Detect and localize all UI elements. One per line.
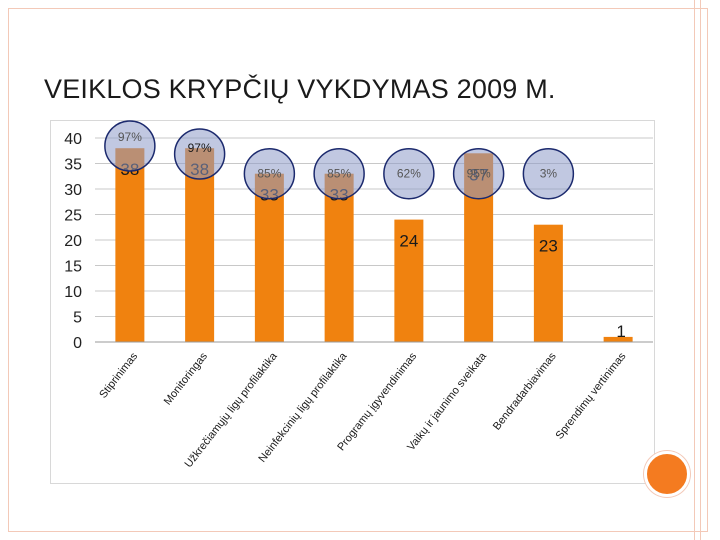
- y-tick-label: 5: [73, 310, 82, 327]
- x-category-label: Programų įgyvendinimas: [335, 350, 419, 453]
- y-tick-label: 20: [64, 233, 82, 250]
- percent-circle: [243, 147, 296, 200]
- percent-label: 85%: [327, 167, 351, 181]
- slide-border: [8, 8, 708, 532]
- percent-label: 62%: [397, 167, 421, 181]
- y-tick-label: 10: [64, 284, 82, 301]
- percent-label: 3%: [540, 167, 558, 181]
- x-category-label: Monitoringas: [162, 350, 211, 407]
- data-label: 1: [616, 322, 625, 341]
- x-category-label: Sprendimų vertinimas: [554, 350, 629, 442]
- x-category-label: Bendradarbiavimas: [491, 350, 559, 432]
- slide-title: VEIKLOS KRYPČIŲ VYKDYMAS 2009 M.: [44, 74, 556, 104]
- bar: [533, 224, 563, 342]
- decorative-rule: [694, 0, 695, 540]
- decorative-rule: [700, 0, 701, 540]
- y-tick-label: 0: [73, 335, 82, 352]
- bar: [254, 173, 284, 342]
- decorative-circle: [644, 451, 690, 497]
- y-tick-label: 30: [64, 182, 82, 199]
- percent-circle: [173, 128, 226, 180]
- percent-label: 97%: [118, 130, 142, 144]
- percent-label: 97%: [188, 141, 212, 155]
- bar: [603, 336, 633, 342]
- y-tick-label: 15: [64, 259, 82, 276]
- y-tick-label: 25: [64, 208, 82, 225]
- percent-circle: [104, 120, 156, 172]
- bar: [185, 148, 215, 342]
- y-tick-label: 35: [64, 157, 82, 174]
- data-label: 23: [539, 237, 558, 256]
- percent-circle: [313, 147, 365, 200]
- percent-label: 85%: [257, 167, 281, 181]
- percent-circle: [452, 147, 505, 200]
- percent-label: 95%: [467, 167, 491, 181]
- bar: [115, 148, 145, 342]
- x-category-label: Vaikų ir jaunimo sveikata: [405, 350, 489, 453]
- bar: [394, 219, 424, 342]
- data-label: 24: [399, 232, 418, 251]
- percent-circle: [383, 147, 435, 200]
- percent-circle: [522, 147, 575, 200]
- y-tick-label: 40: [64, 131, 82, 148]
- x-category-label: Stiprinimas: [97, 350, 140, 401]
- bar: [324, 173, 354, 342]
